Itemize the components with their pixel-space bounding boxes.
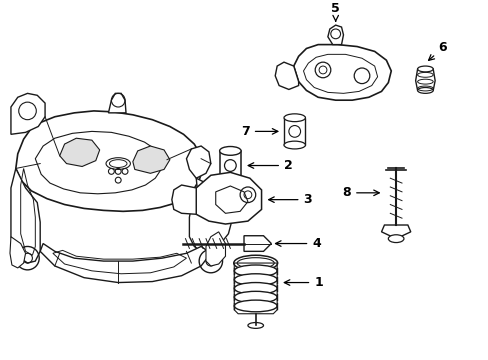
Polygon shape: [189, 178, 232, 251]
Ellipse shape: [234, 291, 277, 303]
Ellipse shape: [219, 147, 241, 155]
Ellipse shape: [387, 235, 403, 243]
Ellipse shape: [233, 255, 277, 271]
Ellipse shape: [234, 265, 277, 277]
Ellipse shape: [219, 176, 241, 185]
Polygon shape: [415, 69, 434, 90]
Text: 2: 2: [248, 159, 292, 172]
Polygon shape: [327, 25, 343, 45]
Polygon shape: [293, 45, 390, 100]
Polygon shape: [196, 172, 261, 224]
Polygon shape: [40, 243, 210, 283]
Text: 6: 6: [427, 41, 447, 60]
Ellipse shape: [247, 323, 263, 328]
Polygon shape: [284, 118, 305, 145]
Polygon shape: [219, 151, 241, 180]
Ellipse shape: [234, 283, 277, 294]
Text: 4: 4: [275, 237, 320, 250]
Polygon shape: [171, 185, 196, 214]
Polygon shape: [133, 146, 169, 173]
Text: 5: 5: [331, 3, 339, 21]
Text: 8: 8: [342, 186, 379, 199]
Polygon shape: [60, 138, 100, 166]
Polygon shape: [11, 168, 40, 263]
Polygon shape: [205, 232, 225, 266]
Ellipse shape: [284, 114, 305, 122]
Polygon shape: [16, 111, 203, 211]
Ellipse shape: [284, 141, 305, 149]
Text: 1: 1: [284, 276, 322, 289]
Ellipse shape: [417, 87, 432, 93]
Text: 7: 7: [241, 125, 277, 138]
Polygon shape: [244, 236, 271, 251]
Ellipse shape: [417, 66, 432, 72]
Ellipse shape: [234, 300, 277, 312]
Polygon shape: [186, 146, 210, 178]
Polygon shape: [10, 237, 25, 268]
Text: 3: 3: [268, 193, 311, 206]
Polygon shape: [108, 93, 126, 113]
Ellipse shape: [234, 274, 277, 285]
Polygon shape: [381, 225, 410, 239]
Polygon shape: [11, 93, 45, 134]
Polygon shape: [275, 62, 298, 89]
